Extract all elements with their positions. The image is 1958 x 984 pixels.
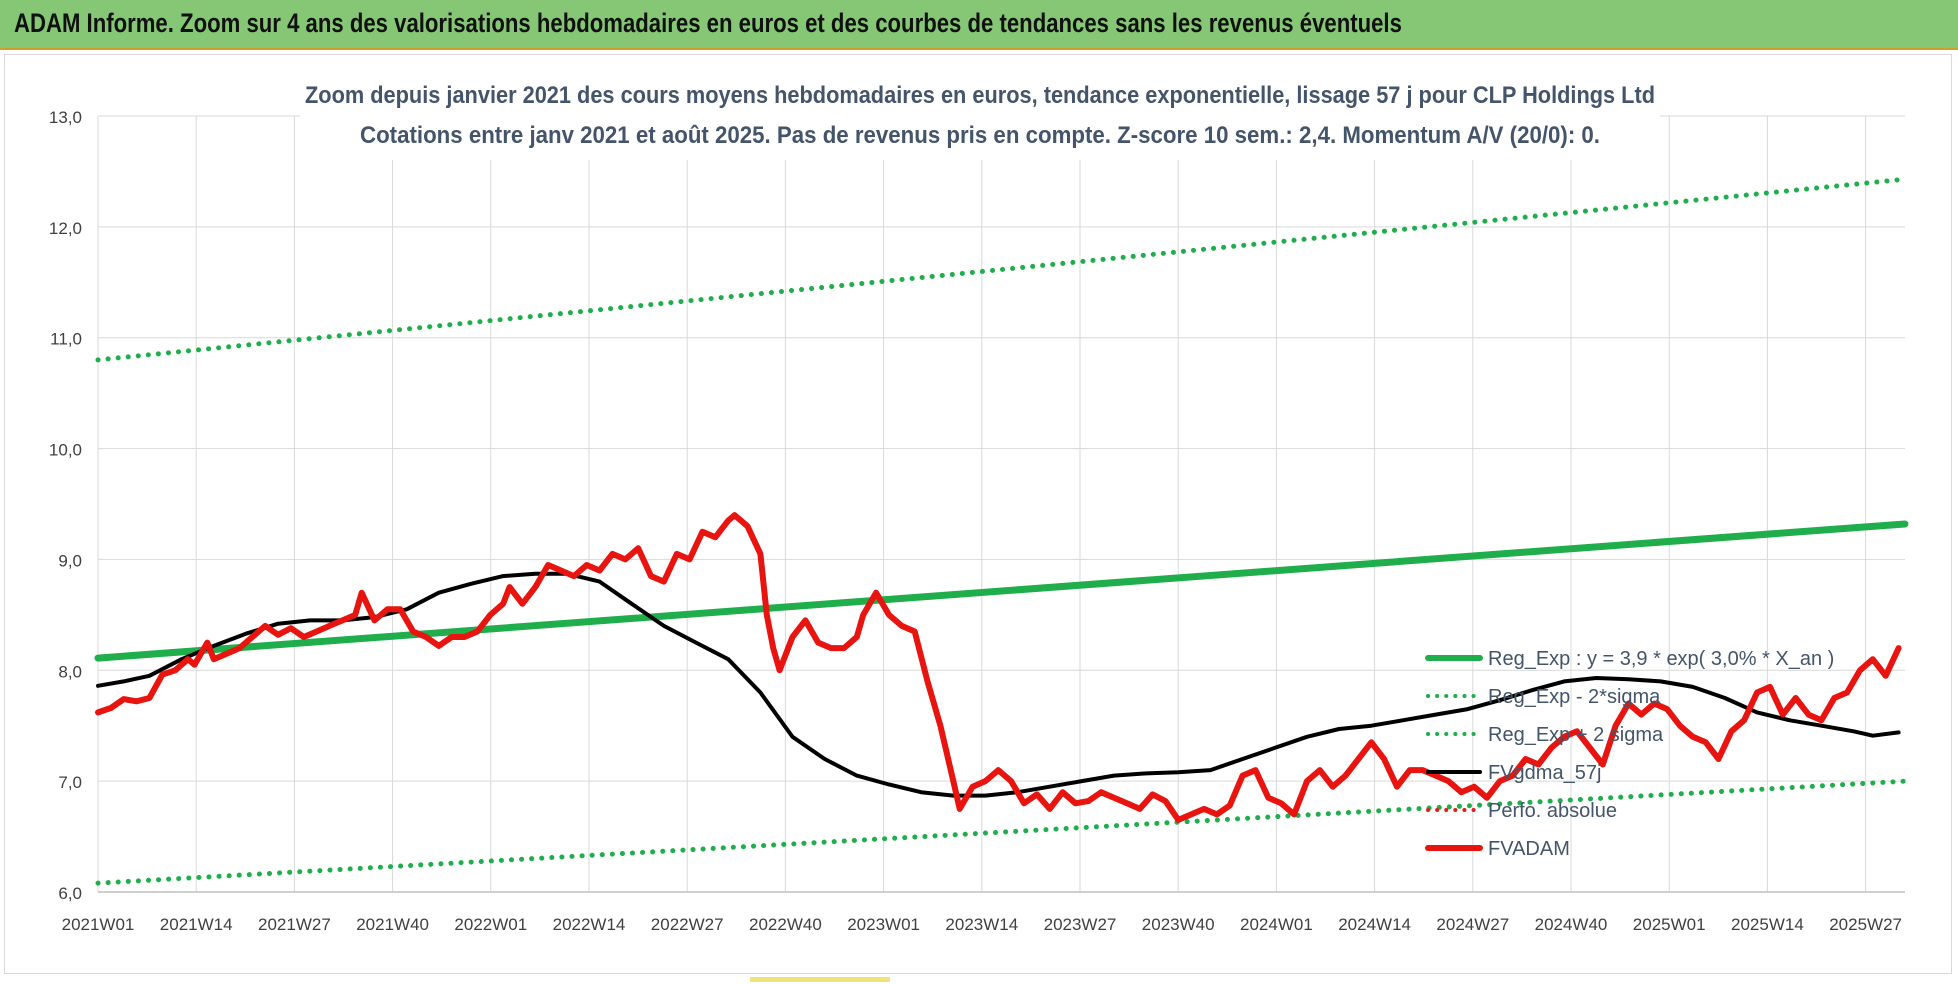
x-tick-label: 2021W40	[356, 915, 429, 934]
chart-frame	[4, 54, 1952, 974]
x-tick-label: 2024W14	[1338, 915, 1411, 934]
y-tick-label: 13,0	[49, 108, 82, 127]
legend-label: Reg_Exp : y = 3,9 * exp( 3,0% * X_an )	[1488, 648, 1834, 670]
legend-label: FVADAM	[1488, 838, 1570, 860]
x-tick-label: 2024W27	[1436, 915, 1509, 934]
x-tick-label: 2025W14	[1731, 915, 1804, 934]
x-tick-label: 2021W14	[160, 915, 233, 934]
x-tick-label: 2022W40	[749, 915, 822, 934]
y-tick-label: 12,0	[49, 219, 82, 238]
series-reg-exp-plus-2sigma	[95, 176, 1908, 363]
chart-title-line2: Cotations entre janv 2021 et août 2025. …	[360, 122, 1600, 149]
legend-label: Reg_Exp - 2*sigma	[1488, 686, 1661, 708]
legend-item: Reg_Exp + 2 sigma	[1426, 724, 1664, 746]
x-tick-label: 2023W01	[847, 915, 920, 934]
x-tick-label: 2022W01	[454, 915, 527, 934]
chart-grid	[97, 115, 1905, 893]
legend-label: FVgdma_57j	[1488, 762, 1601, 784]
y-tick-label: 8,0	[58, 662, 82, 681]
report-banner: ADAM Informe. Zoom sur 4 ans des valoris…	[0, 0, 1958, 50]
legend-label: Perfo. absolue	[1488, 800, 1617, 822]
x-tick-label: 2024W01	[1240, 915, 1313, 934]
chart-legend: Reg_Exp : y = 3,9 * exp( 3,0% * X_an ) Re…	[1425, 648, 1834, 860]
series-fvadam	[95, 512, 1902, 823]
legend-item: FVADAM	[1425, 838, 1570, 860]
y-tick-label: 10,0	[49, 441, 82, 460]
legend-item: FVgdma_57j	[1426, 762, 1601, 784]
chart-series	[94, 176, 1909, 886]
x-tick-label: 2021W01	[62, 915, 135, 934]
series-fvgdma-57j	[96, 571, 1901, 798]
bottom-marker	[750, 977, 890, 982]
legend-label: Reg_Exp + 2 sigma	[1488, 724, 1664, 746]
title-box	[300, 74, 1660, 160]
y-tick-label: 7,0	[58, 773, 82, 792]
series-reg-exp	[94, 520, 1909, 662]
legend-item: Reg_Exp - 2*sigma	[1426, 686, 1661, 708]
x-tick-label: 2025W01	[1633, 915, 1706, 934]
legend-item: Perfo. absolue	[1426, 800, 1617, 822]
x-tick-label: 2023W14	[945, 915, 1018, 934]
x-tick-label: 2023W40	[1142, 915, 1215, 934]
y-tick-label: 11,0	[50, 330, 82, 349]
x-tick-label: 2025W27	[1829, 915, 1902, 934]
y-tick-label: 9,0	[58, 551, 82, 570]
x-tick-label: 2021W27	[258, 915, 331, 934]
chart-axes: 6,0 7,0 8,0 9,0 10,0 11,0 12,0 13,0 2021W01 2021W…	[49, 108, 1905, 934]
x-tick-label: 2022W27	[651, 915, 724, 934]
x-tick-label: 2024W40	[1535, 915, 1608, 934]
report-banner-title: ADAM Informe. Zoom sur 4 ans des valoris…	[14, 8, 1402, 38]
x-tick-label: 2022W14	[553, 915, 626, 934]
x-tick-label: 2023W27	[1044, 915, 1117, 934]
y-tick-label: 6,0	[58, 884, 82, 903]
legend-item: Reg_Exp : y = 3,9 * exp( 3,0% * X_an )	[1425, 648, 1834, 670]
chart-title-line1: Zoom depuis janvier 2021 des cours moyen…	[305, 82, 1655, 109]
series-reg-exp-minus-2sigma	[95, 778, 1908, 886]
